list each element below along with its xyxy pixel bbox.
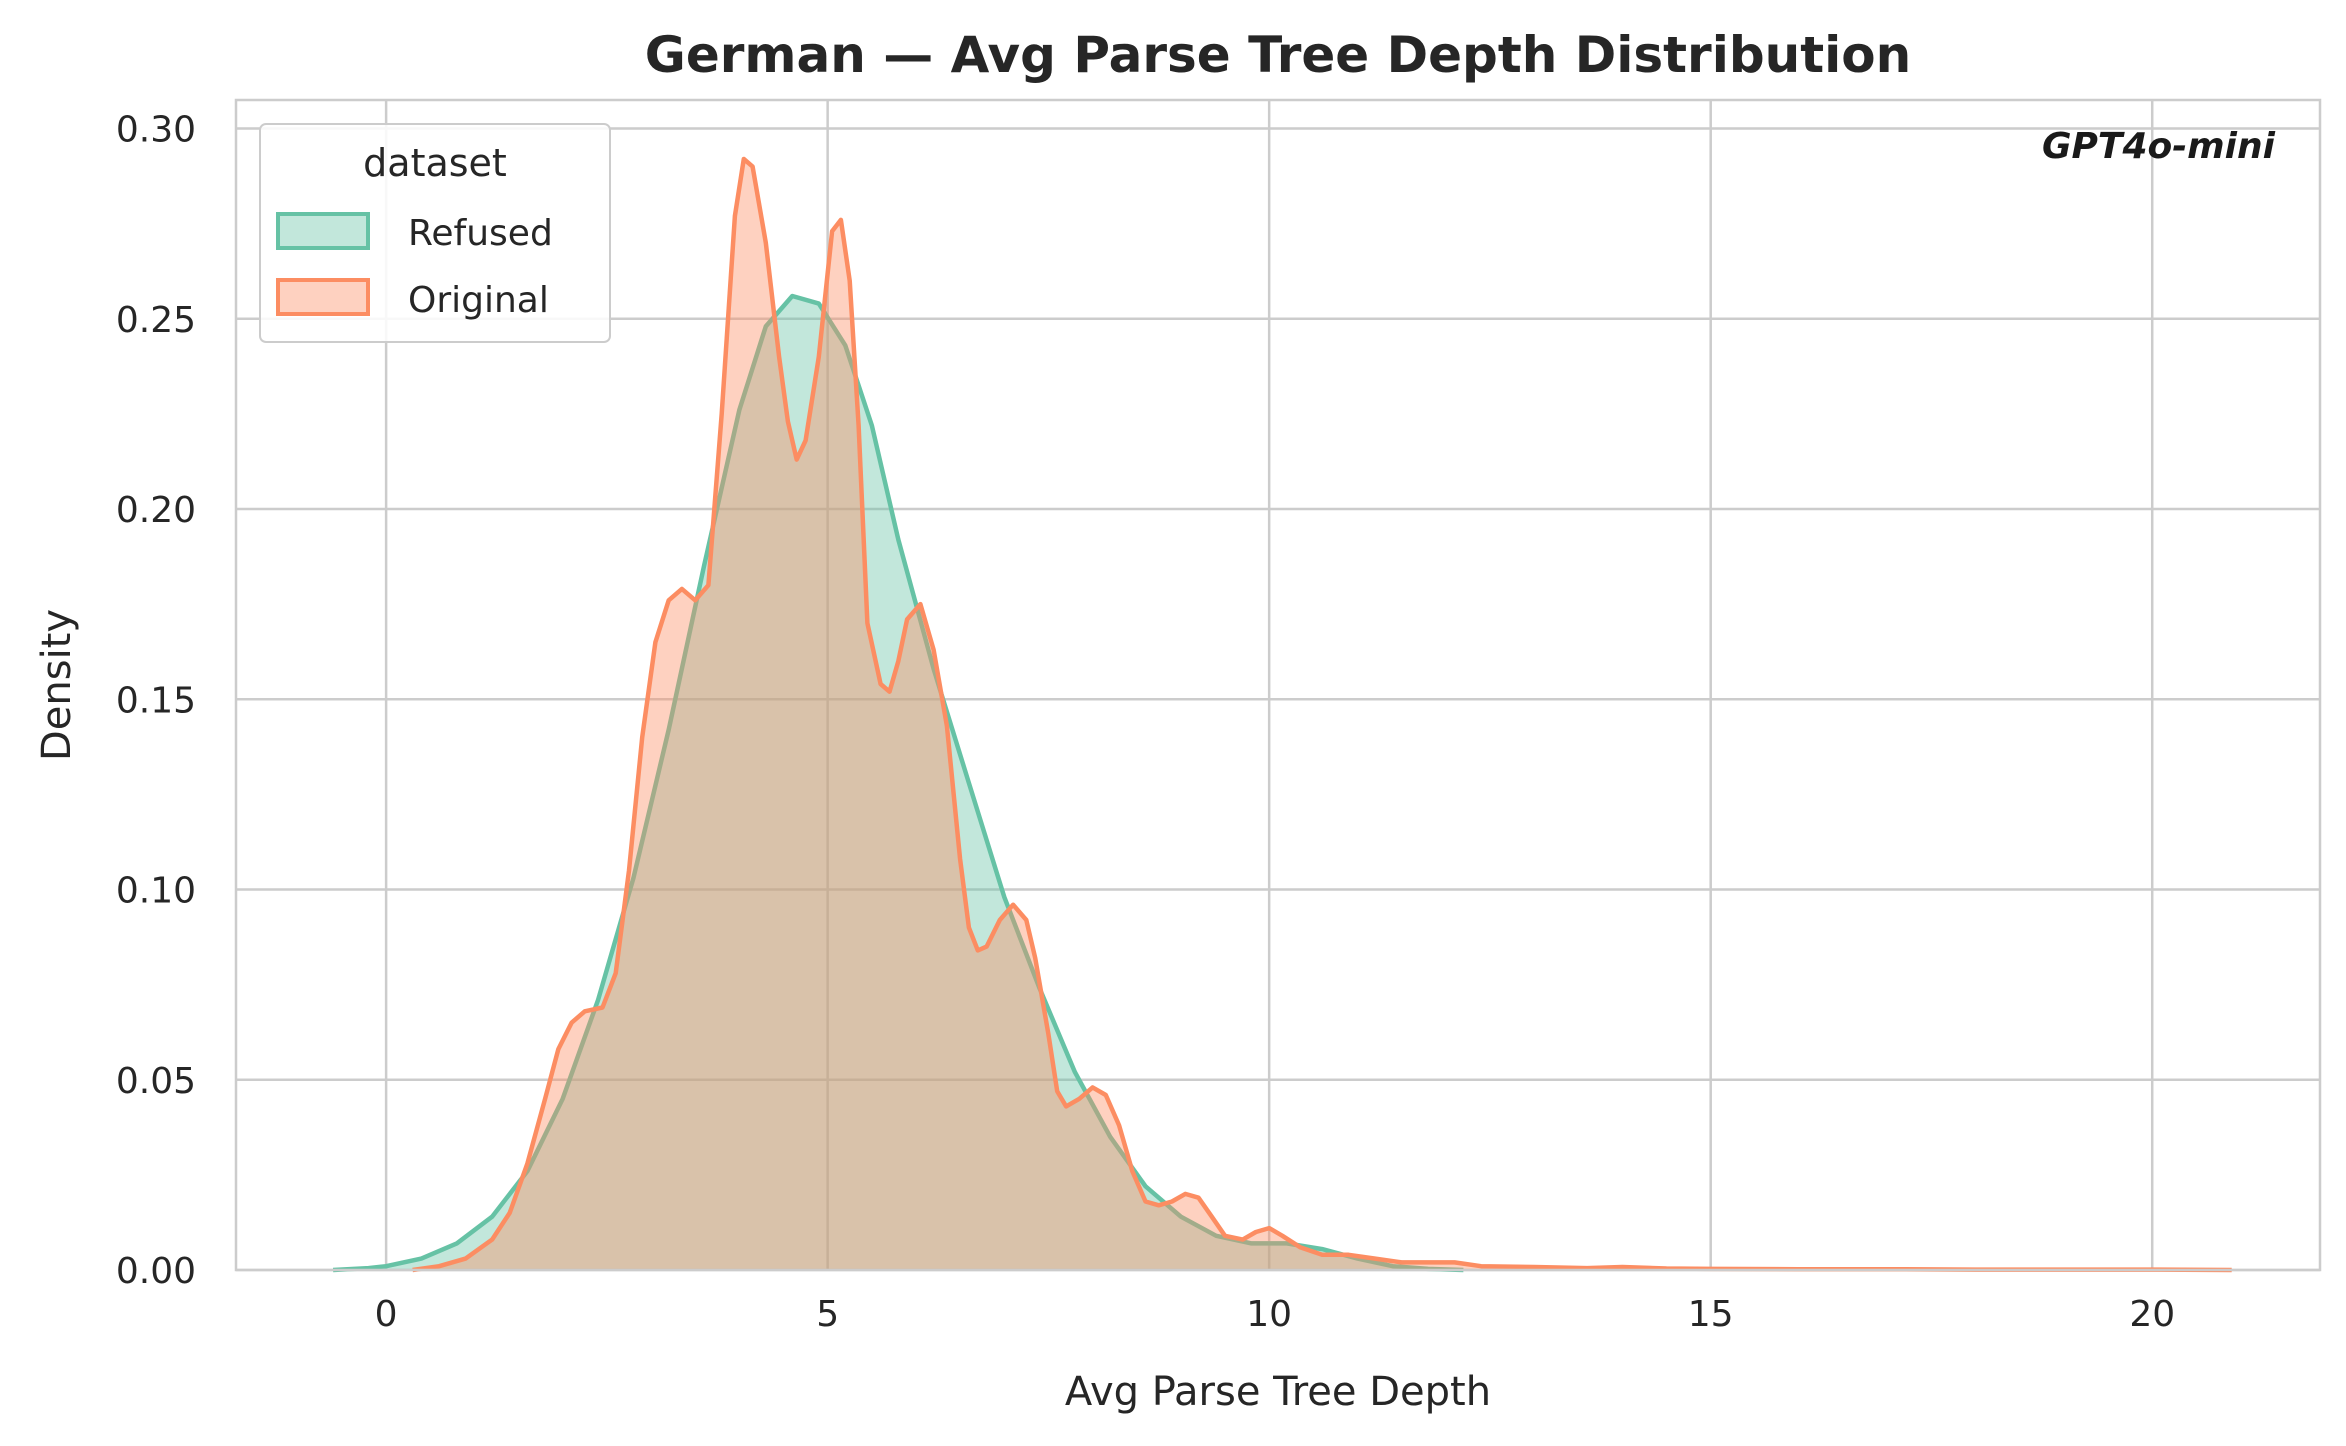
- legend: dataset Refused Original: [259, 123, 611, 343]
- x-tick-label: 20: [2129, 1294, 2175, 1335]
- series-layer: [332, 156, 2232, 1273]
- series-area-original: [412, 159, 2232, 1270]
- model-annotation: GPT4o-mini: [2042, 126, 2276, 167]
- y-tick-label: 0.25: [116, 300, 196, 341]
- legend-swatch-original: [276, 278, 370, 316]
- y-tick-labels: 0.00 0.05 0.10 0.15 0.20 0.25 0.30: [116, 110, 196, 1292]
- y-tick-label: 0.30: [116, 110, 196, 151]
- y-tick-label: 0.15: [116, 680, 196, 721]
- legend-box: [259, 123, 611, 343]
- y-tick-label: 0.00: [116, 1251, 196, 1292]
- y-tick-label: 0.20: [116, 490, 196, 531]
- chart-title: German — Avg Parse Tree Depth Distributi…: [645, 26, 1911, 84]
- grid-lines: [236, 100, 2320, 1272]
- y-tick-label: 0.10: [116, 871, 196, 912]
- x-axis-label: Avg Parse Tree Depth: [1065, 1369, 1491, 1415]
- x-tick-labels: 0 5 10 15 20: [375, 1294, 2175, 1335]
- y-tick-label: 0.05: [116, 1061, 196, 1102]
- x-tick-label: 5: [816, 1294, 839, 1335]
- series-line-refused: [332, 293, 1464, 1273]
- x-tick-label: 10: [1246, 1294, 1292, 1335]
- legend-title: dataset: [363, 141, 507, 185]
- series-area-refused: [333, 296, 1464, 1270]
- series-line-original: [412, 156, 2232, 1273]
- plot-frame: [234, 98, 2322, 1272]
- y-axis-label: Density: [34, 609, 80, 761]
- legend-label-refused: Refused: [408, 213, 553, 254]
- legend-label-original: Original: [408, 280, 549, 321]
- legend-swatch-refused: [276, 212, 370, 250]
- x-tick-label: 0: [375, 1294, 398, 1335]
- x-tick-label: 15: [1688, 1294, 1734, 1335]
